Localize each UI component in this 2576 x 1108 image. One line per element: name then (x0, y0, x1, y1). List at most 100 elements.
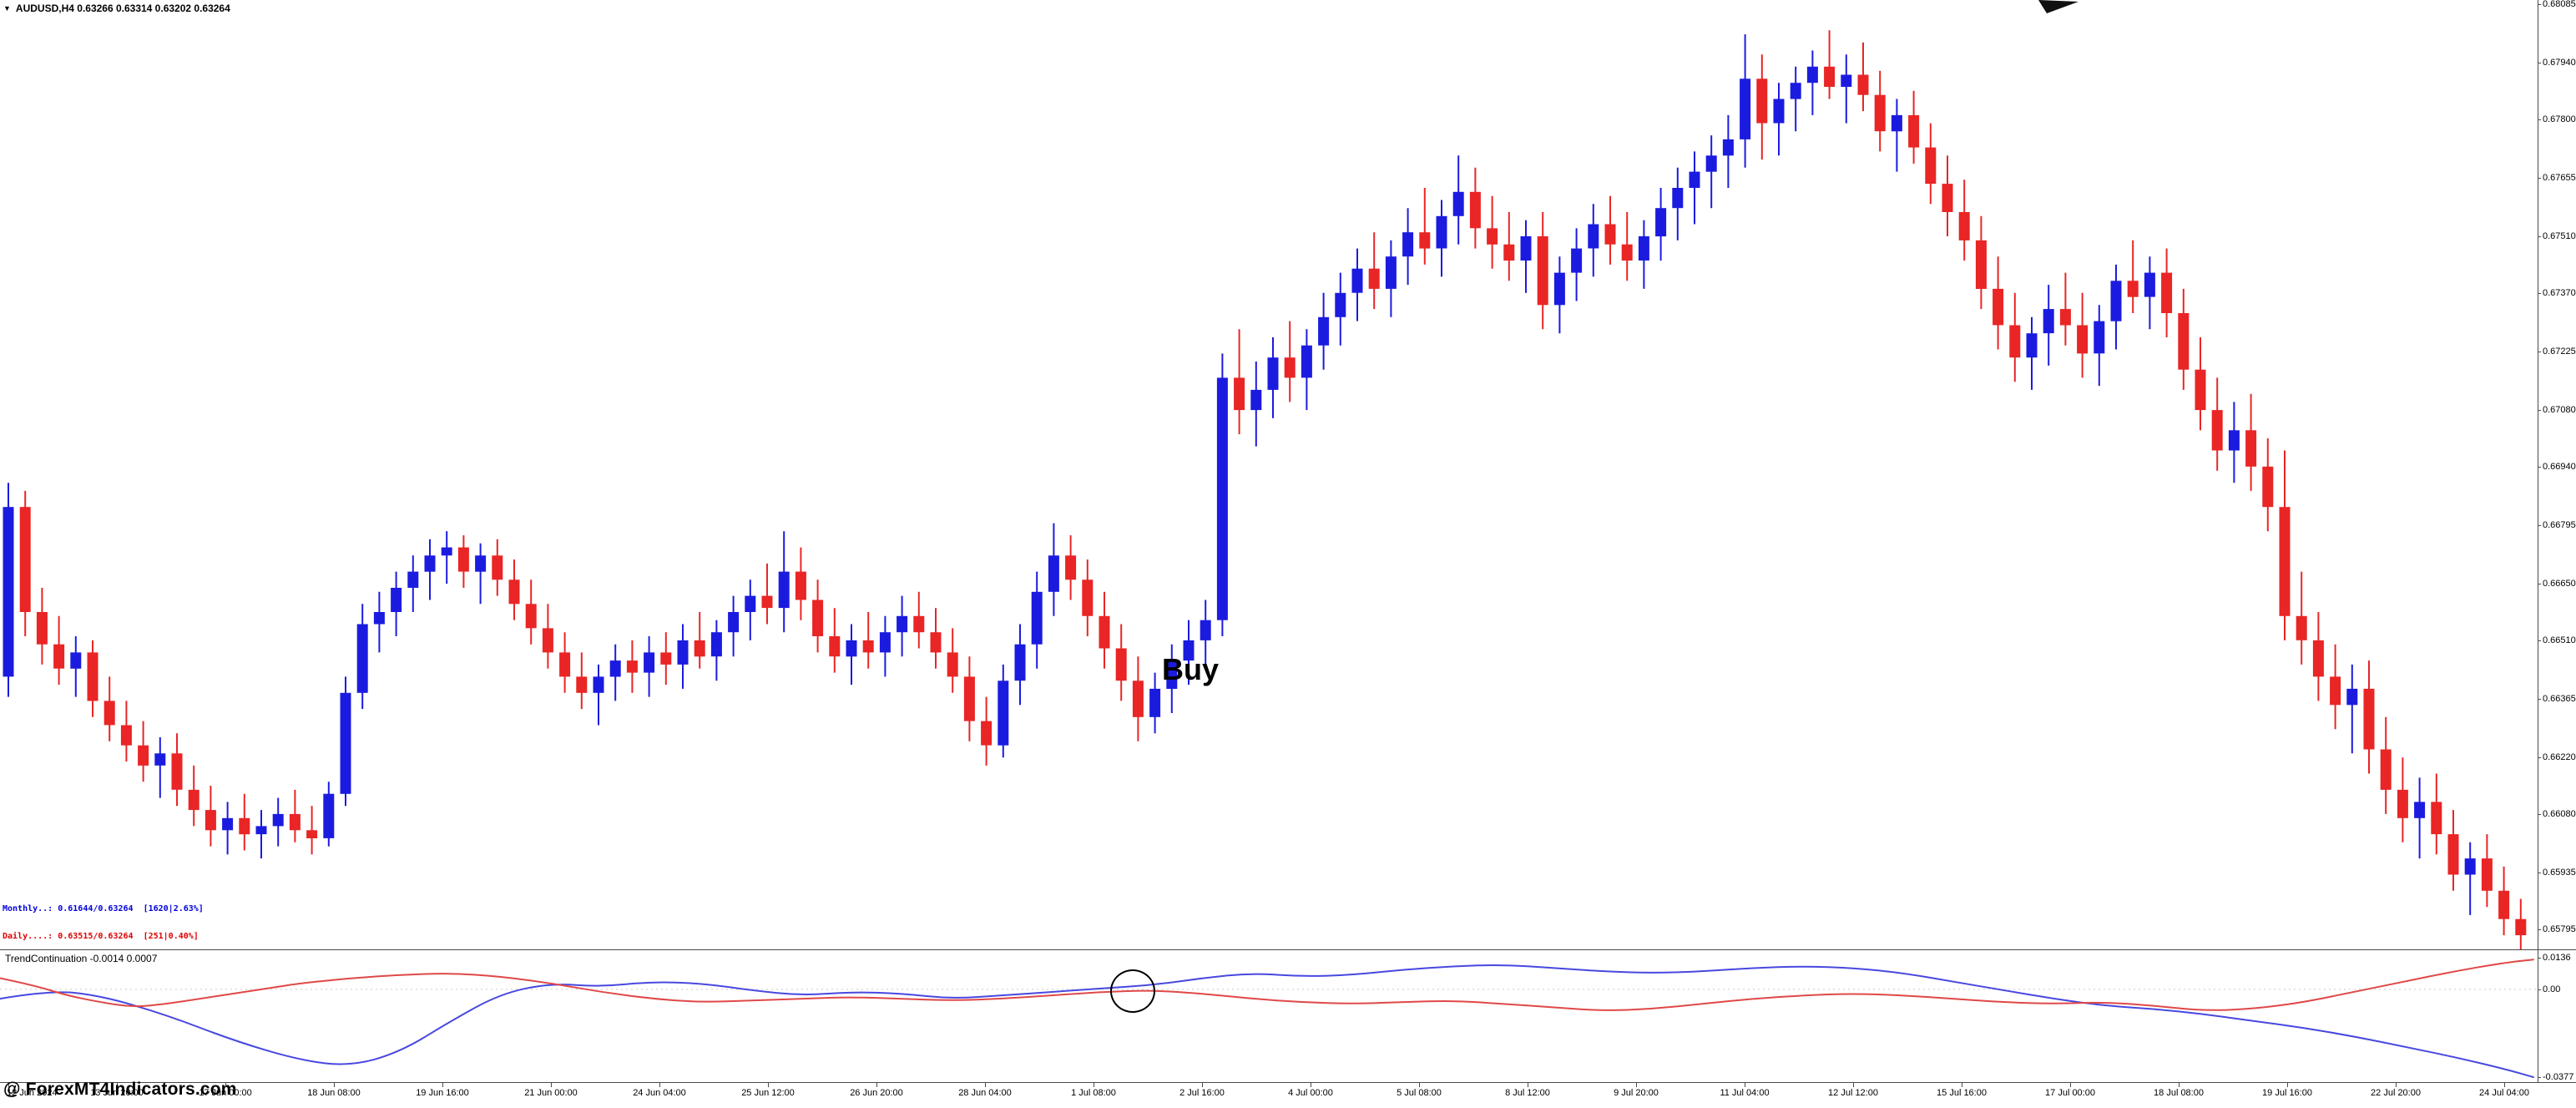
indicator-plot[interactable] (0, 950, 2538, 1082)
time-axis-label: 28 Jun 04:00 (958, 1088, 1012, 1098)
candle-body (1419, 232, 1431, 249)
candle-body (644, 652, 655, 673)
main-indicator-separator[interactable] (0, 949, 2576, 950)
time-axis-tick (1419, 1083, 1420, 1087)
time-axis-tick (334, 1083, 335, 1087)
time-axis-label: 26 Jun 20:00 (850, 1088, 903, 1098)
time-axis-label: 24 Jun 04:00 (633, 1088, 686, 1098)
indicator-axis[interactable]: 0.0136 0.00 -0.0377 (2537, 950, 2576, 1082)
indicator-axis-label: 0.0136 (2538, 953, 2571, 963)
candle-body (1351, 268, 1363, 293)
candle-body (1756, 78, 1768, 124)
candle-body (1740, 78, 1751, 139)
candle-body (1773, 99, 1785, 124)
candle-body (1436, 215, 1447, 249)
time-axis-tick (876, 1083, 877, 1087)
candle-body (1335, 292, 1346, 317)
time-axis-tick (659, 1083, 660, 1087)
candle-body (1267, 357, 1279, 390)
candle-body (1672, 188, 1684, 209)
candle-body (879, 632, 891, 653)
price-axis-label: 0.66220 (2538, 752, 2576, 762)
candle-body (53, 644, 65, 669)
price-axis-label: 0.67940 (2538, 58, 2576, 68)
mtf-overlay: Monthly..: 0.61644/0.63264 [1620|2.63%] … (3, 886, 204, 959)
candle-body (1216, 377, 1228, 620)
time-axis-label: 12 Jun 2024 (7, 1088, 58, 1098)
candle-body (862, 640, 874, 653)
price-axis-label: 0.65795 (2538, 924, 2576, 934)
time-axis-label: 13 Jun 20:00 (90, 1088, 144, 1098)
candle-body (2312, 640, 2324, 677)
candle-body (2498, 890, 2510, 919)
candle-body (323, 793, 335, 838)
candle-body (1149, 688, 1161, 717)
indicator-axis-label: 0.00 (2537, 984, 2561, 994)
candle-body (1099, 615, 1110, 649)
buy-signal-label: Buy (1162, 652, 1220, 686)
candle-body (475, 555, 487, 572)
time-axis[interactable]: 12 Jun 2024 13 Jun 20:00 17 Jun 00:00 18 Ju… (0, 1083, 2576, 1108)
indicator-header: TrendContinuation -0.0014 0.0007 (5, 953, 157, 964)
candle-body (1402, 232, 1414, 257)
candle-body (1553, 272, 1565, 306)
candle-body (289, 813, 301, 831)
candle-body (1705, 155, 1717, 172)
candle-body (525, 604, 537, 629)
indicator-values: -0.0014 0.0007 (89, 953, 158, 964)
time-axis-label: 18 Jul 08:00 (2154, 1088, 2204, 1098)
daily-range-text: Daily....: 0.63515/0.63264 [251|0.40%] (3, 932, 199, 941)
candle-body (1874, 94, 1886, 132)
candle-body (559, 652, 571, 677)
candle-body (2161, 272, 2173, 313)
price-axis-label: 0.68085 (2538, 0, 2576, 9)
price-axis-label: 0.66795 (2538, 520, 2576, 530)
main-chart-plot[interactable] (0, 0, 2538, 949)
time-axis-label: 22 Jul 20:00 (2371, 1088, 2421, 1098)
candle-body (2279, 507, 2291, 616)
price-axis-label: 0.67510 (2538, 231, 2576, 241)
candle-body (1958, 212, 1970, 240)
candle-body (1689, 171, 1700, 188)
candle-body (1469, 191, 1481, 229)
candle-body (1621, 244, 1633, 261)
candle-body (812, 600, 824, 636)
candle-body (593, 676, 604, 693)
indicator-blue_line (0, 964, 2534, 1079)
candle-body (205, 810, 216, 831)
candle-body (1065, 555, 1077, 580)
candle-body (660, 652, 672, 665)
time-axis-tick (442, 1083, 443, 1087)
time-axis-label: 21 Jun 00:00 (524, 1088, 578, 1098)
candle-body (576, 676, 588, 693)
time-axis-label: 1 Jul 08:00 (1071, 1088, 1116, 1098)
candle-body (947, 652, 958, 677)
candle-body (306, 830, 318, 838)
candle-body (2515, 918, 2527, 936)
candle-body (2026, 333, 2038, 358)
price-axis[interactable]: 0.68085 0.67940 0.67800 0.67655 0.67510 0.673… (2538, 0, 2576, 949)
price-axis-label: 0.67080 (2538, 405, 2576, 415)
candle-body (1790, 83, 1801, 99)
indicator-timeaxis-separator (0, 1082, 2576, 1083)
candle-body (441, 547, 452, 556)
candle-body (2346, 688, 2358, 706)
price-axis-label: 0.66650 (2538, 579, 2576, 589)
candle-body (1655, 208, 1667, 237)
candle-body (222, 817, 234, 831)
candle-body (2464, 858, 2476, 875)
candle-body (1824, 66, 1836, 87)
candle-body (1368, 268, 1380, 289)
time-axis-label: 24 Jul 04:00 (2479, 1088, 2529, 1098)
candle-body (1234, 377, 1245, 411)
candle-body (1200, 620, 1211, 640)
time-axis-tick (2504, 1083, 2505, 1087)
candle-body (457, 547, 469, 572)
candle-body (1031, 591, 1043, 645)
candle-body (2195, 369, 2206, 411)
time-axis-label: 18 Jun 08:00 (307, 1088, 361, 1098)
candle-body (795, 571, 806, 600)
candle-body (2245, 430, 2257, 467)
candle-body (391, 588, 402, 612)
candle-body (1908, 114, 1920, 148)
